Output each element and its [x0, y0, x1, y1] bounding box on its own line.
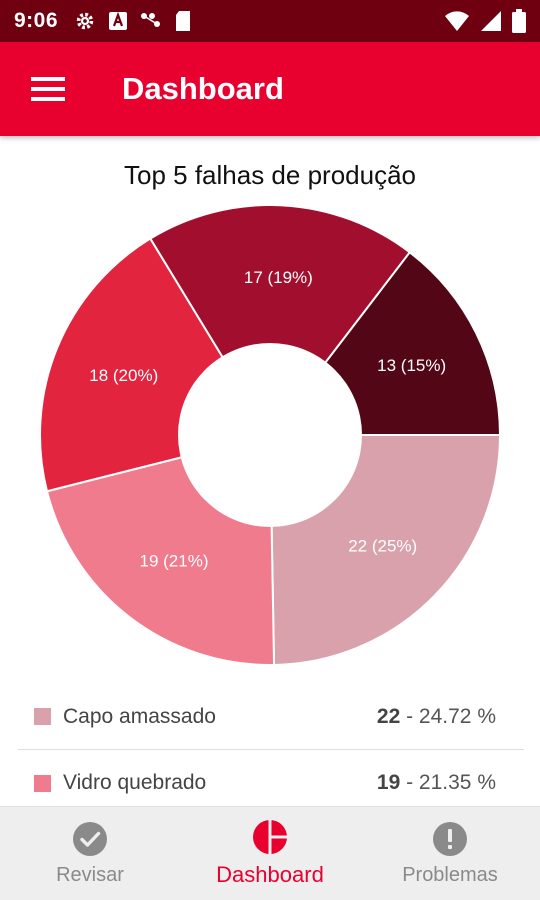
- legend-percent: - 21.35 %: [400, 771, 496, 794]
- wifi-icon: [445, 11, 469, 31]
- dots-icon: [141, 13, 161, 27]
- donut-chart: 22 (25%) 19 (21%) 18 (20%) 17 (19%) 13 (15%): [39, 204, 502, 666]
- alert-circle-icon: [433, 821, 467, 856]
- donut-hole: [178, 343, 362, 527]
- legend-swatch: [34, 708, 51, 725]
- legend-values: 22 - 24.72 %: [377, 705, 496, 729]
- status-time: 9:06: [14, 9, 59, 32]
- legend-swatch: [34, 774, 51, 792]
- app-title: Dashboard: [122, 71, 284, 106]
- legend-count: 22: [376, 704, 401, 728]
- legend-percent: - 24.72 %: [400, 704, 496, 728]
- legend-values: 19 - 21.35 %: [377, 771, 496, 795]
- legend: Capo amassado 22 - 24.72 % Vidro quebrad…: [18, 684, 524, 816]
- nav-label: Dashboard: [216, 862, 324, 887]
- legend-label: Vidro quebrado: [63, 771, 207, 794]
- gear-icon: [76, 12, 94, 30]
- app-bar: Dashboard: [0, 42, 540, 136]
- slice-label: 22 (25%): [348, 537, 417, 556]
- nav-label: Problemas: [402, 863, 498, 886]
- chart-card: Top 5 falhas de produção 22 (25%) 19 (21%…: [34, 150, 506, 680]
- hamburger-menu-icon: [31, 77, 65, 101]
- slice-label: 18 (20%): [89, 366, 158, 385]
- nav-item-revisar[interactable]: Revisar: [0, 807, 180, 900]
- legend-label: Capo amassado: [63, 704, 216, 728]
- nav-label: Revisar: [56, 863, 124, 886]
- nav-item-dashboard[interactable]: Dashboard: [180, 807, 360, 900]
- status-right-icons: [444, 9, 526, 33]
- pie-slice[interactable]: [148, 204, 412, 437]
- nav-item-problemas[interactable]: Problemas: [360, 807, 540, 900]
- bottom-navigation: Revisar Dashboard Problemas: [0, 806, 540, 900]
- a-icon: [109, 11, 128, 30]
- chart-title: Top 5 falhas de produção: [124, 160, 416, 190]
- legend-count: 19: [376, 771, 401, 794]
- sd-card-icon: [176, 11, 191, 31]
- slice-label: 13 (15%): [377, 356, 446, 375]
- slice-label: 17 (19%): [244, 268, 313, 287]
- menu-button[interactable]: [0, 42, 96, 136]
- signal-icon: [481, 11, 501, 31]
- pie-chart-icon: [253, 820, 287, 854]
- legend-item[interactable]: Vidro quebrado 19 - 21.35 %: [18, 750, 524, 816]
- legend-item[interactable]: Capo amassado 22 - 24.72 %: [18, 684, 524, 750]
- battery-icon: [512, 9, 526, 33]
- slice-label: 19 (21%): [140, 551, 209, 570]
- status-left-icons: [74, 10, 192, 32]
- check-circle-icon: [73, 821, 107, 856]
- status-bar: 9:06: [0, 0, 540, 42]
